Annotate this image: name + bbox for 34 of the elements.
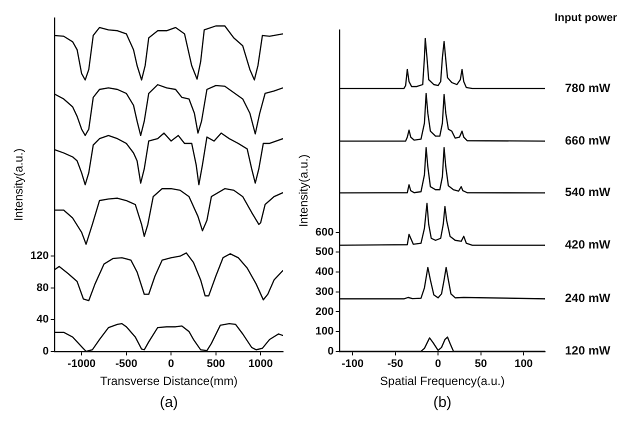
x-tick-label: -1000 [68, 358, 96, 370]
y-tick-label: 0 [328, 345, 334, 358]
y-tick-label: 400 [315, 266, 334, 278]
y-tick-label: 0 [42, 345, 49, 358]
series-label: 780 mW [565, 80, 612, 95]
y-tick-label: 120 [30, 250, 49, 262]
text: (a) [160, 394, 178, 412]
x-tick-label: 50 [474, 358, 487, 370]
y-tick-label: 80 [36, 282, 49, 294]
x-tick-label: 1000 [248, 358, 273, 370]
y-tick-label: 500 [315, 246, 334, 258]
x-tick-label: -100 [342, 358, 364, 370]
y-tick-label: 100 [315, 326, 334, 338]
y-tick-label: 200 [315, 306, 334, 318]
text: (b) [433, 394, 452, 412]
series-label: 120 mW [565, 344, 612, 358]
series-label: 540 mW [565, 185, 612, 200]
series-label: 240 mW [565, 291, 612, 306]
x-tick-label: 500 [206, 358, 226, 370]
x-axis-title: Transverse Distance(mm) [100, 374, 238, 388]
y-axis-title: Intensity(a.u.) [296, 154, 311, 228]
x-tick-label: 0 [168, 358, 174, 370]
y-tick-label: 300 [315, 286, 334, 298]
y-tick-label: 40 [36, 314, 49, 326]
x-tick-label: -50 [387, 358, 404, 370]
y-axis-title: Intensity(a.u.) [12, 148, 26, 222]
x-tick-label: -500 [115, 358, 138, 370]
series-label: 660 mW [565, 133, 612, 148]
y-tick-label: 600 [315, 226, 334, 238]
series-label: 420 mW [565, 238, 612, 252]
legend-title: Input power [554, 12, 618, 24]
x-axis-title: Spatial Frequency(a.u.) [380, 374, 505, 388]
x-tick-label: 0 [435, 358, 442, 370]
x-tick-label: 100 [514, 358, 533, 370]
